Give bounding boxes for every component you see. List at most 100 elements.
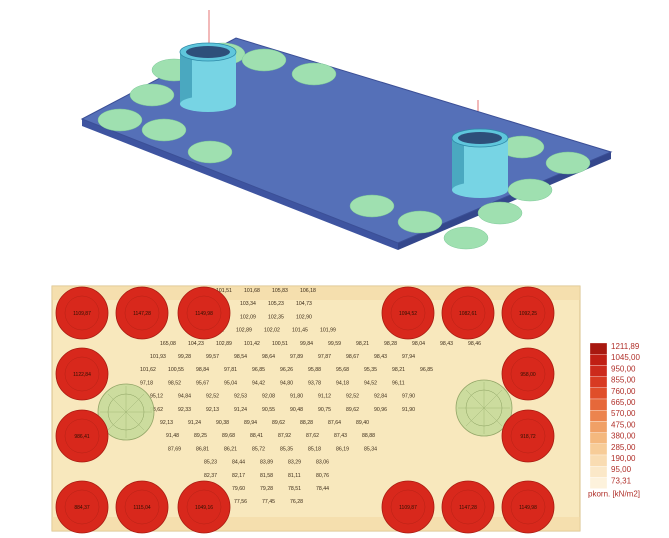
pressure-value: 78,44 [316,486,329,492]
pressure-value: 96,85 [252,367,265,373]
slab-edge [398,152,611,250]
pile-contour [186,295,222,331]
pressure-value: 94,84 [178,394,191,400]
pressure-value: 79,28 [260,486,273,492]
pressure-value: 98,46 [468,341,481,347]
legend-level-label: 95,00 [611,465,632,474]
core-hatch [458,382,510,434]
pressure-value: 98,04 [412,341,425,347]
legend-level-label: 73,31 [611,476,632,485]
pressure-value: 87,64 [328,420,341,426]
pile-circle [501,286,555,340]
pile-head [291,62,337,86]
pressure-value: 98,43 [440,341,453,347]
pressure-value: 90,55 [262,407,275,413]
pile-pressure-label: 1147,28 [133,311,151,317]
core-footprint [97,383,155,441]
pressure-value: 94,52 [364,380,377,386]
pile-pressure-label: 1092,25 [519,311,537,317]
legend-swatch [589,421,608,433]
pile-head [545,151,591,175]
pile-pressure-label: 1149,98 [195,311,213,317]
legend-level-label: 855,00 [611,376,636,385]
cylinder-bottom [180,96,236,112]
legend-swatch [589,387,608,400]
pile-pressure-label: 1094,52 [399,311,417,317]
pressure-value: 90,48 [290,407,303,413]
pressure-value: 87,62 [306,433,319,439]
pressure-value: 92,52 [346,394,359,400]
pile-pressure-label: 1115,04 [133,505,151,511]
pile-circle [55,480,109,534]
pressure-value: 98,52 [168,380,181,386]
cylinder-opening [186,46,230,58]
pile-circle [501,480,555,534]
pressure-value: 98,67 [346,354,359,360]
pressure-value: 83,89 [260,460,273,466]
legend-level-label: 760,00 [611,387,636,396]
pressure-value: 100,51 [272,341,288,347]
pile-circle [55,286,109,340]
pressure-value: 97,90 [402,394,415,400]
pressure-value: 95,68 [336,367,349,373]
legend-swatch [589,398,608,411]
cylinder-bottom [452,182,508,198]
pressure-value: 99,59 [328,341,341,347]
pressure-legend: 1211,89 1045,00 950,00 855,00 760,00 665,00 57… [588,342,640,499]
legend-swatch [589,466,608,478]
pressure-value: 94,80 [280,380,293,386]
pressure-value: 101,62 [140,367,156,373]
pile-pressure-label: 884,37 [74,505,90,511]
pressure-value: 98,62 [150,407,163,413]
pile-circle [501,347,555,401]
pile-contour [390,295,426,331]
pressure-value: 95,67 [196,380,209,386]
pressure-value: 99,84 [300,341,313,347]
pile-head [477,201,523,225]
pressure-value: 89,94 [244,420,257,426]
cylinder-shade [180,52,192,104]
core-wall-cylinder [451,128,509,198]
pressure-value: 97,87 [318,354,331,360]
pressure-value: 91,24 [234,407,247,413]
pressure-value: 85,72 [252,446,265,452]
pressure-value: 98,54 [234,354,247,360]
legend-swatch [589,443,608,456]
pressure-value: 97,81 [224,367,237,373]
pressure-value: 81,58 [260,473,273,479]
pressure-value: 92,53 [234,394,247,400]
pressure-value: 77,56 [234,499,247,505]
slab-edge [82,119,398,250]
pressure-value: 88,88 [362,433,375,439]
pressure-value: 95,35 [364,367,377,373]
pressure-value: 80,76 [316,473,329,479]
pressure-value: 97,94 [402,354,415,360]
pressure-value: 165,08 [160,341,176,347]
pressure-value: 98,21 [392,367,405,373]
pile-pressure-circles: 1109,87 1147,28 1149,98 1094,52 1082,61 1092,… [55,286,555,534]
pile-contour [510,295,546,331]
pressure-value: 101,45 [292,328,308,334]
pressure-value: 97,89 [290,354,303,360]
core-wall-cylinder [179,42,237,112]
pile-pressure-label: 958,00 [520,372,536,378]
pile-pressure-label: 1049,16 [195,505,213,511]
pressure-value: 101,93 [150,354,166,360]
pressure-value: 82,37 [204,473,217,479]
legend-swatch [589,354,608,366]
pressure-value: 85,23 [204,460,217,466]
pressure-value: 96,26 [280,367,293,373]
pile-pressure-label: 918,72 [520,434,536,440]
pressure-value: 102,02 [264,328,280,334]
pressure-value: 106,18 [300,288,316,294]
pressure-value: 84,44 [232,460,245,466]
pile-pressure-label: 1109,87 [73,311,91,317]
pressure-value: 105,23 [268,301,284,307]
pressure-value: 95,12 [150,394,163,400]
pressure-value: 105,83 [272,288,288,294]
pile-contour [510,489,546,525]
legend-swatch [589,477,608,489]
pile-circle [501,409,555,463]
pressure-value: 85,18 [308,446,321,452]
